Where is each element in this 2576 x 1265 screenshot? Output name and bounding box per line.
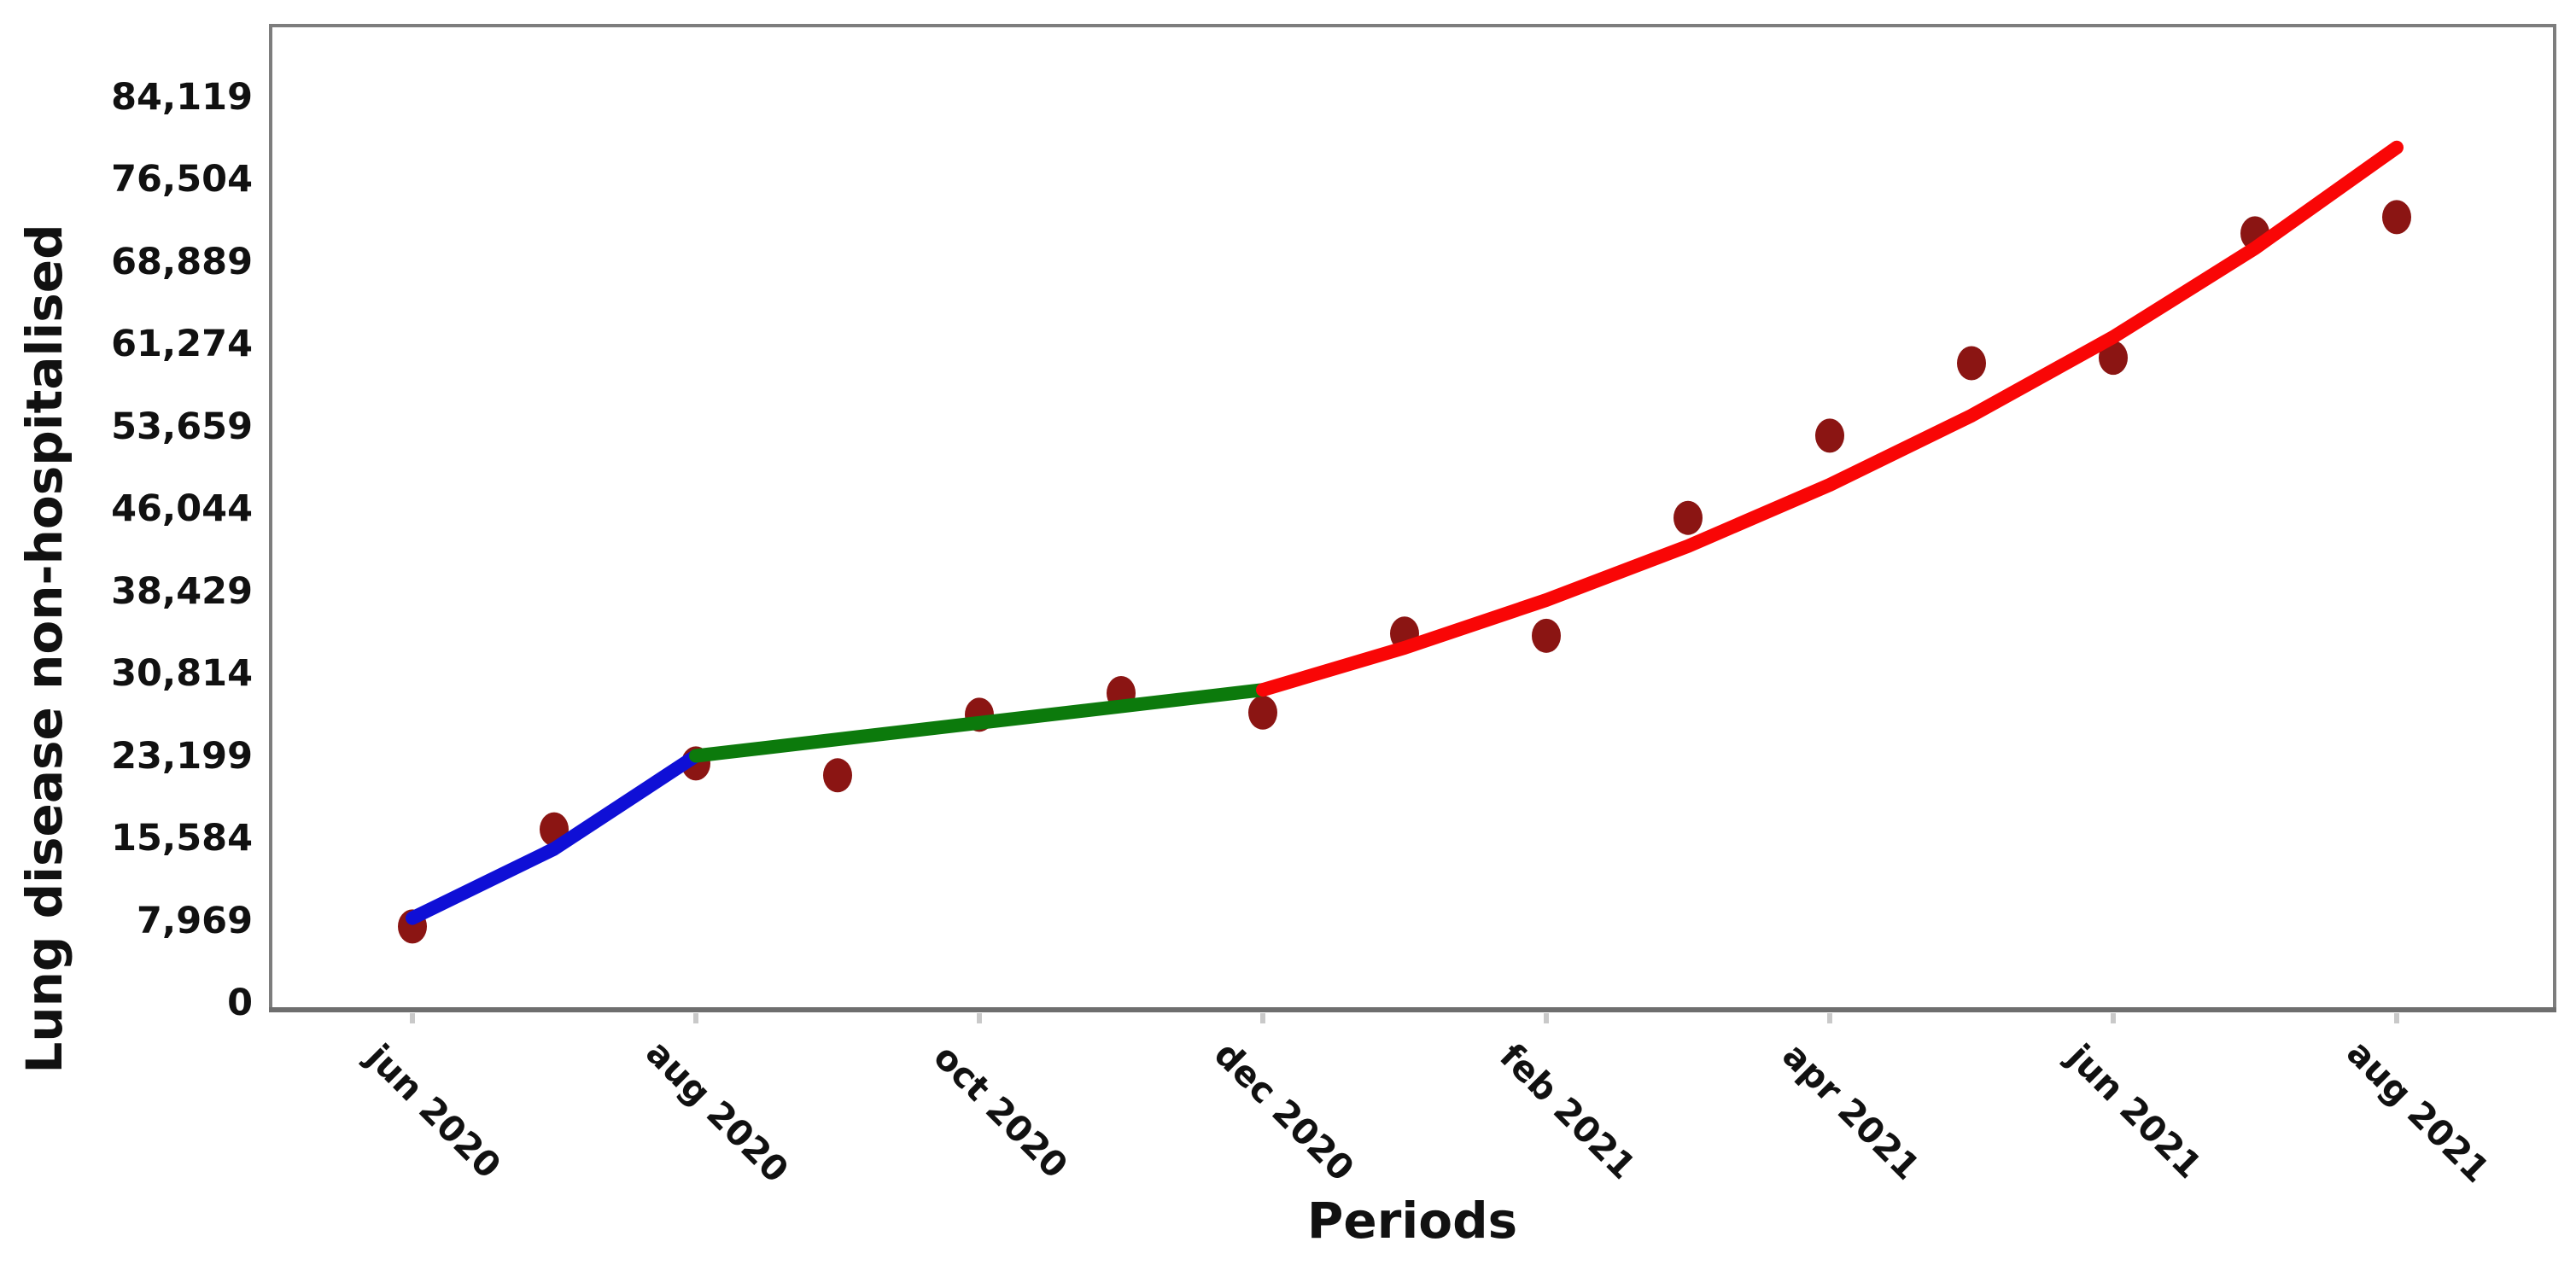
data-point-feb-2021: [1532, 618, 1561, 653]
data-point-dec-2020: [1248, 695, 1277, 730]
y-tick-label: 68,889: [111, 240, 253, 283]
data-point-sep-2020: [823, 758, 852, 793]
data-point-mar-2021: [1674, 500, 1703, 535]
y-tick-label: 30,814: [111, 652, 253, 695]
y-tick-label: 15,584: [111, 817, 253, 860]
y-tick-label: 53,659: [111, 405, 253, 448]
plot-border: [269, 24, 2556, 1011]
x-axis-title: Periods: [1306, 1192, 1518, 1250]
y-tick-label: 84,119: [111, 75, 253, 119]
y-tick-label: 38,429: [111, 569, 253, 613]
y-tick-label: 23,199: [111, 734, 253, 778]
y-tick-label: 76,504: [111, 158, 253, 201]
data-point-may-2021: [1957, 346, 1986, 381]
wave-1-trend-line: [406, 749, 703, 925]
y-tick-label: 0: [227, 982, 253, 1024]
data-point-apr-2021: [1815, 418, 1844, 453]
y-tick-label: 7,969: [136, 899, 253, 942]
data-point-jun-2021: [2099, 341, 2128, 376]
wave-2-trend-line: [1256, 140, 2404, 697]
y-tick-label: 46,044: [111, 487, 253, 530]
y-tick-label: 61,274: [111, 323, 253, 365]
plateau-trend-line: [689, 683, 1270, 763]
data-point-aug-2021: [2382, 200, 2411, 235]
